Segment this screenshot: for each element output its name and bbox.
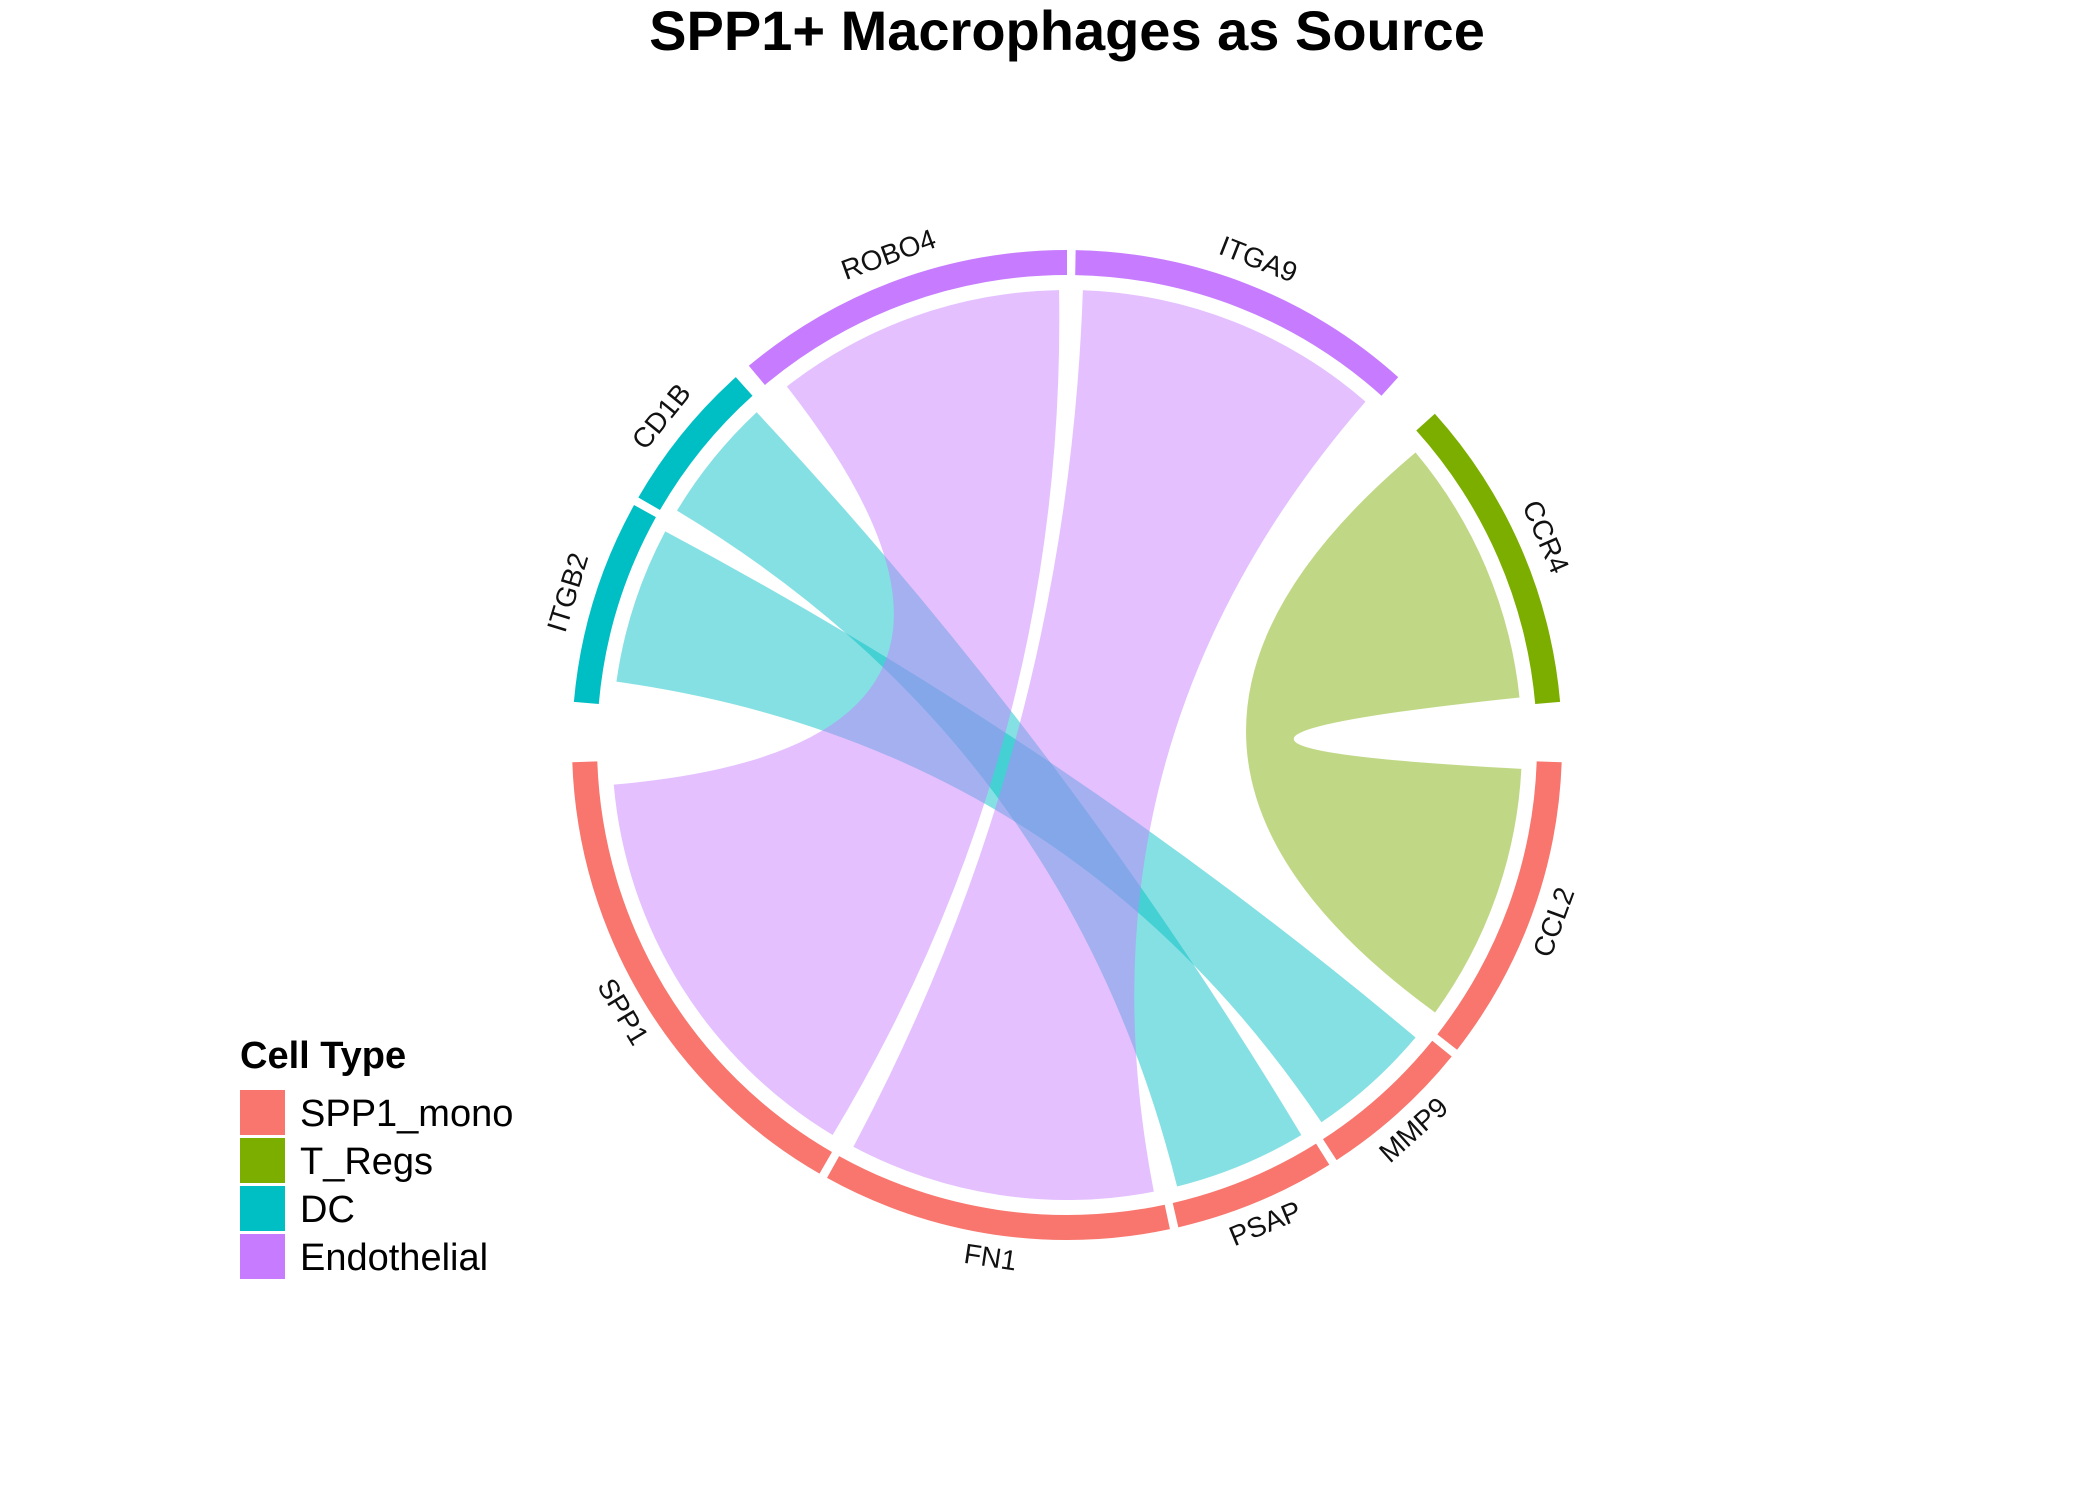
link-psap-cd1b xyxy=(676,412,1302,1187)
chart-title: SPP1+ Macrophages as Source xyxy=(649,0,1485,62)
sector-label-itgb2: ITGB2 xyxy=(541,549,594,635)
legend: Cell Type SPP1_mono T_Regs DC Endothelia… xyxy=(240,1035,513,1279)
legend-label-spp1-mono: SPP1_mono xyxy=(300,1093,513,1135)
sector-label-fn1: FN1 xyxy=(962,1238,1019,1276)
legend-swatch-spp1-mono xyxy=(240,1090,285,1135)
sector-robo4 xyxy=(748,250,1067,385)
link-mmp9-itgb2 xyxy=(616,531,1416,1123)
link-spp1-robo4 xyxy=(613,290,1060,1136)
sector-fn1 xyxy=(827,1156,1170,1241)
legend-swatch-t-regs xyxy=(240,1138,285,1183)
sector-cd1b xyxy=(638,377,753,510)
sector-ccl2 xyxy=(1437,761,1562,1050)
legend-swatch-endothelial xyxy=(240,1234,285,1279)
legend-label-dc: DC xyxy=(300,1189,355,1231)
sector-spp1 xyxy=(572,761,832,1174)
legend-title: Cell Type xyxy=(240,1035,406,1077)
sector-itga9 xyxy=(1075,250,1399,396)
link-ccl2-ccr4 xyxy=(1246,452,1522,1013)
sector-itgb2 xyxy=(573,505,656,705)
legend-label-t-regs: T_Regs xyxy=(300,1141,433,1183)
sector-psap xyxy=(1172,1143,1330,1228)
sector-ccr4 xyxy=(1416,413,1561,705)
link-fn1-itga9 xyxy=(853,290,1366,1200)
chord-sectors xyxy=(572,250,1562,1241)
chord-links xyxy=(613,290,1522,1200)
legend-label-endothelial: Endothelial xyxy=(300,1237,488,1279)
sector-mmp9 xyxy=(1322,1040,1452,1161)
legend-swatch-dc xyxy=(240,1186,285,1231)
